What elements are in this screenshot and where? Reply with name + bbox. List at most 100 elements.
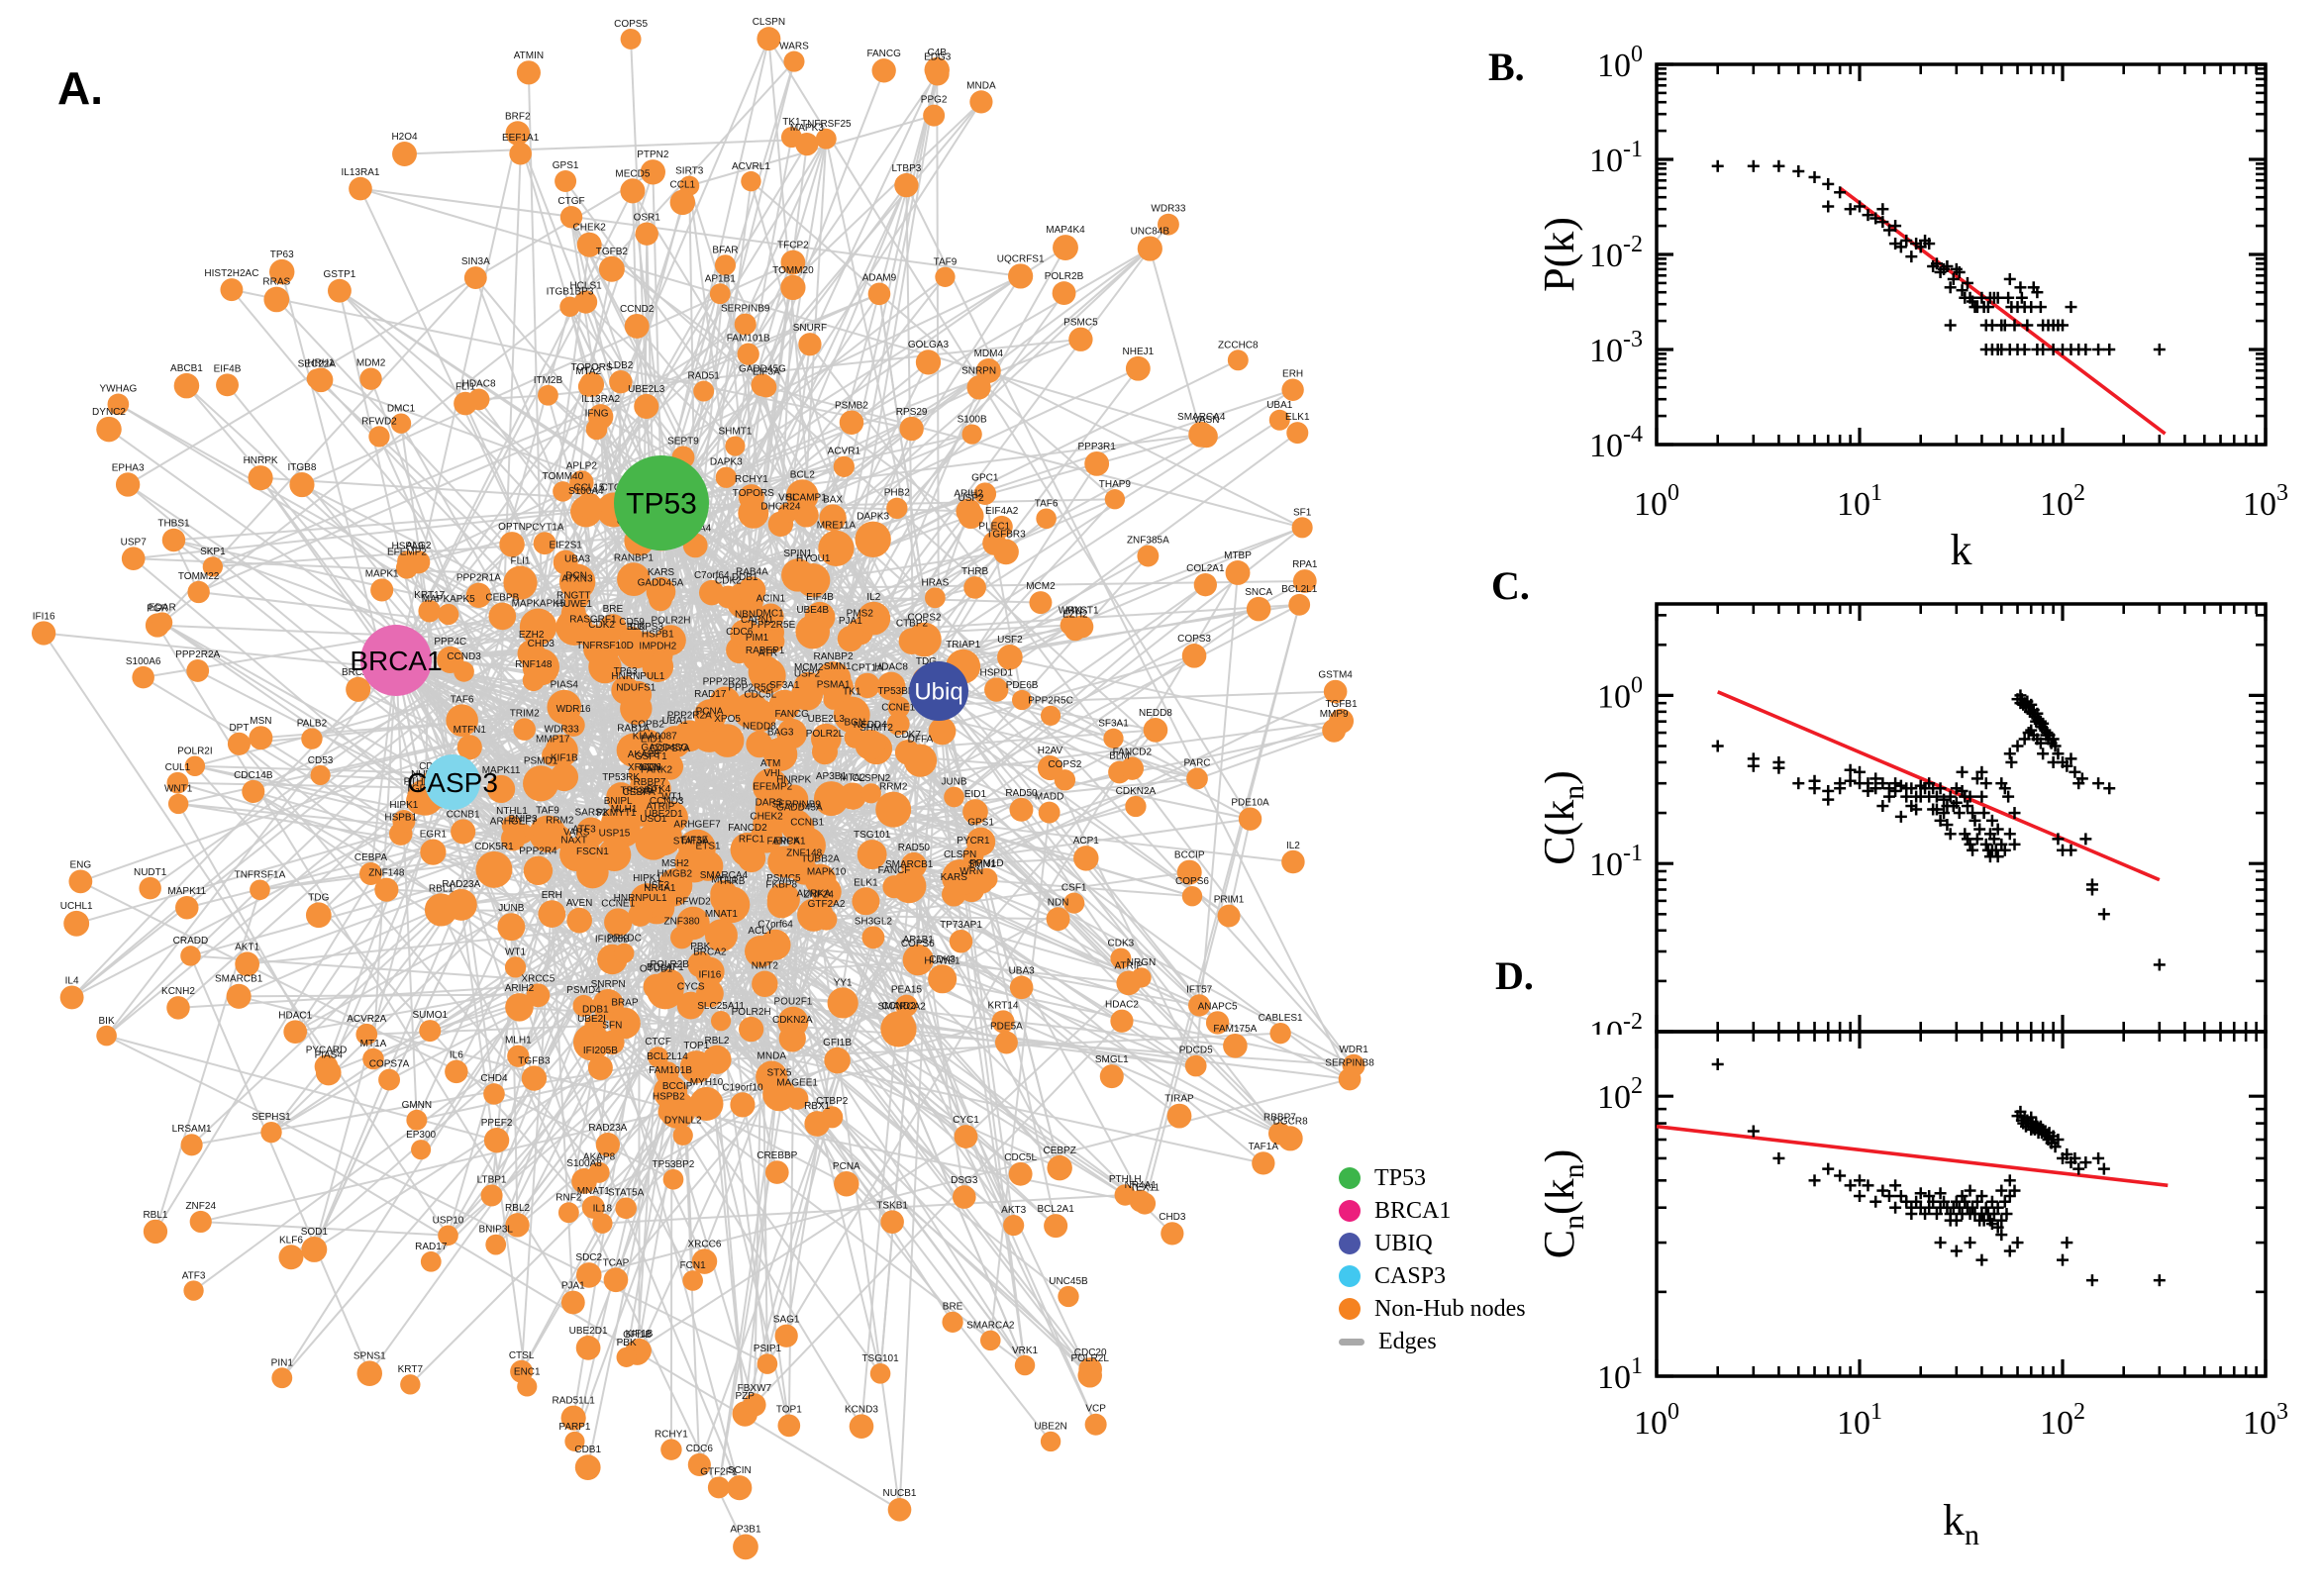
svg-text:EP300: EP300 bbox=[406, 1130, 436, 1141]
svg-text:ZNF24: ZNF24 bbox=[185, 1201, 216, 1212]
svg-text:ITM2B: ITM2B bbox=[534, 375, 563, 386]
svg-text:TNFRSF25: TNFRSF25 bbox=[801, 119, 852, 130]
svg-text:MADD: MADD bbox=[1035, 792, 1063, 803]
svg-text:TK1: TK1 bbox=[782, 117, 801, 128]
svg-text:PPP2R5C: PPP2R5C bbox=[1028, 696, 1073, 707]
svg-text:HUWE1: HUWE1 bbox=[556, 599, 593, 610]
svg-text:UBA1: UBA1 bbox=[662, 716, 689, 727]
svg-text:CCNB1: CCNB1 bbox=[790, 817, 824, 828]
svg-text:SIN3A: SIN3A bbox=[461, 256, 490, 267]
svg-text:RBBP7: RBBP7 bbox=[1263, 1113, 1296, 1124]
svg-text:MNDA: MNDA bbox=[966, 80, 996, 91]
svg-text:PPP4C: PPP4C bbox=[434, 637, 466, 648]
svg-text:MCL1: MCL1 bbox=[711, 874, 738, 885]
svg-text:OSR1: OSR1 bbox=[634, 212, 661, 223]
svg-text:SPNS1: SPNS1 bbox=[354, 1350, 386, 1361]
svg-text:FANCA: FANCA bbox=[767, 836, 801, 847]
svg-text:MTA2: MTA2 bbox=[840, 773, 865, 784]
svg-text:ERH: ERH bbox=[1282, 369, 1303, 380]
svg-text:HRH1: HRH1 bbox=[307, 357, 335, 368]
svg-text:HRAS: HRAS bbox=[921, 577, 949, 588]
svg-text:CCND3: CCND3 bbox=[650, 796, 684, 807]
svg-text:PPP2R2A: PPP2R2A bbox=[667, 710, 712, 721]
svg-text:CDK7: CDK7 bbox=[894, 730, 921, 741]
svg-text:ARHGEF7: ARHGEF7 bbox=[673, 820, 721, 831]
svg-text:WDR16: WDR16 bbox=[556, 704, 591, 715]
svg-text:COPS3: COPS3 bbox=[1177, 634, 1211, 645]
svg-text:PHB2: PHB2 bbox=[884, 488, 911, 499]
svg-text:SMN1: SMN1 bbox=[824, 661, 852, 672]
svg-text:SMGL1: SMGL1 bbox=[1095, 1054, 1129, 1065]
svg-text:NUDT1: NUDT1 bbox=[134, 867, 167, 878]
svg-text:PPP2R2A: PPP2R2A bbox=[175, 649, 220, 660]
svg-text:MLH1: MLH1 bbox=[505, 1036, 532, 1047]
svg-text:EID1: EID1 bbox=[964, 789, 987, 800]
edge-icon bbox=[1339, 1338, 1364, 1346]
svg-text:TRIM2: TRIM2 bbox=[510, 708, 540, 719]
svg-text:IL13RA1: IL13RA1 bbox=[342, 167, 380, 178]
svg-text:SNRPN: SNRPN bbox=[961, 365, 996, 376]
svg-text:STK4: STK4 bbox=[646, 784, 670, 795]
legend-label: Non-Hub nodes bbox=[1374, 1295, 1526, 1322]
svg-text:EPPK1: EPPK1 bbox=[773, 836, 806, 847]
svg-text:TP53BP1: TP53BP1 bbox=[877, 686, 920, 697]
svg-text:TOPORS: TOPORS bbox=[733, 488, 774, 499]
svg-text:MMP17: MMP17 bbox=[536, 735, 570, 746]
svg-text:SMARCA4: SMARCA4 bbox=[700, 870, 749, 881]
svg-text:ELK1: ELK1 bbox=[854, 877, 878, 888]
svg-text:FAM101B: FAM101B bbox=[727, 334, 770, 345]
svg-text:FAM101B: FAM101B bbox=[649, 1065, 692, 1076]
svg-text:ATMIN: ATMIN bbox=[514, 50, 544, 61]
svg-text:NMT2: NMT2 bbox=[752, 961, 779, 972]
svg-text:SMARCB1: SMARCB1 bbox=[885, 859, 934, 870]
svg-text:AP1B1: AP1B1 bbox=[903, 935, 935, 946]
svg-text:COPS5: COPS5 bbox=[614, 19, 648, 30]
svg-text:MTBP: MTBP bbox=[1224, 550, 1252, 561]
svg-text:CHEK2: CHEK2 bbox=[573, 223, 607, 234]
svg-text:AKAP8: AKAP8 bbox=[583, 1152, 616, 1163]
svg-text:PARK2: PARK2 bbox=[641, 764, 672, 775]
svg-text:ATF3: ATF3 bbox=[182, 1270, 206, 1281]
svg-text:PTHLH: PTHLH bbox=[404, 777, 437, 788]
svg-text:VRK1: VRK1 bbox=[1012, 1346, 1039, 1356]
svg-text:ACVR1: ACVR1 bbox=[828, 447, 861, 457]
svg-text:KCND3: KCND3 bbox=[845, 1404, 878, 1415]
svg-text:CEBPB: CEBPB bbox=[485, 593, 519, 604]
svg-text:STX5: STX5 bbox=[766, 1068, 791, 1079]
svg-text:HDAC1: HDAC1 bbox=[278, 1010, 312, 1021]
legend-item-tp53: TP53 bbox=[1339, 1165, 1526, 1191]
svg-text:KIF1B: KIF1B bbox=[626, 1329, 654, 1340]
svg-text:NR4A1: NR4A1 bbox=[1125, 1180, 1158, 1191]
svg-text:TP53BP1: TP53BP1 bbox=[621, 785, 663, 796]
svg-text:CDC5L: CDC5L bbox=[744, 689, 776, 700]
svg-text:JUNB: JUNB bbox=[498, 903, 524, 914]
svg-text:BNIPL: BNIPL bbox=[604, 796, 633, 807]
svg-text:SEC22A: SEC22A bbox=[298, 359, 337, 370]
svg-text:PRKDC: PRKDC bbox=[607, 934, 642, 945]
svg-text:PCYT1A: PCYT1A bbox=[526, 522, 564, 533]
svg-text:ATR: ATR bbox=[758, 648, 777, 658]
svg-text:CAPN1: CAPN1 bbox=[741, 615, 774, 626]
svg-text:PPEF2: PPEF2 bbox=[481, 1118, 513, 1129]
svg-text:RFWD2: RFWD2 bbox=[675, 897, 711, 908]
svg-text:ATXN3: ATXN3 bbox=[561, 574, 593, 585]
svg-text:BCCIP: BCCIP bbox=[662, 1081, 693, 1092]
svg-text:C19orf10: C19orf10 bbox=[722, 1082, 763, 1093]
legend-item-edges: Edges bbox=[1339, 1329, 1526, 1354]
svg-text:SUMO1: SUMO1 bbox=[412, 1010, 448, 1021]
svg-text:CTSL: CTSL bbox=[509, 1350, 535, 1361]
svg-text:USF2: USF2 bbox=[997, 635, 1023, 646]
svg-text:100: 100 bbox=[1597, 42, 1643, 84]
svg-text:NEDD4: NEDD4 bbox=[854, 720, 887, 731]
svg-text:TAF9: TAF9 bbox=[536, 806, 559, 817]
svg-text:BRF2: BRF2 bbox=[505, 111, 531, 122]
svg-text:ACP1: ACP1 bbox=[1073, 836, 1100, 847]
svg-text:RABEP1: RABEP1 bbox=[746, 646, 785, 656]
svg-text:NUCB1: NUCB1 bbox=[883, 1488, 917, 1499]
svg-text:PSMB2: PSMB2 bbox=[835, 400, 868, 411]
svg-text:FANCD2: FANCD2 bbox=[728, 823, 767, 834]
svg-text:KCNH2: KCNH2 bbox=[161, 986, 195, 997]
svg-text:MAPKAPK5: MAPKAPK5 bbox=[422, 594, 475, 605]
panel-a-label: A. bbox=[57, 62, 103, 114]
